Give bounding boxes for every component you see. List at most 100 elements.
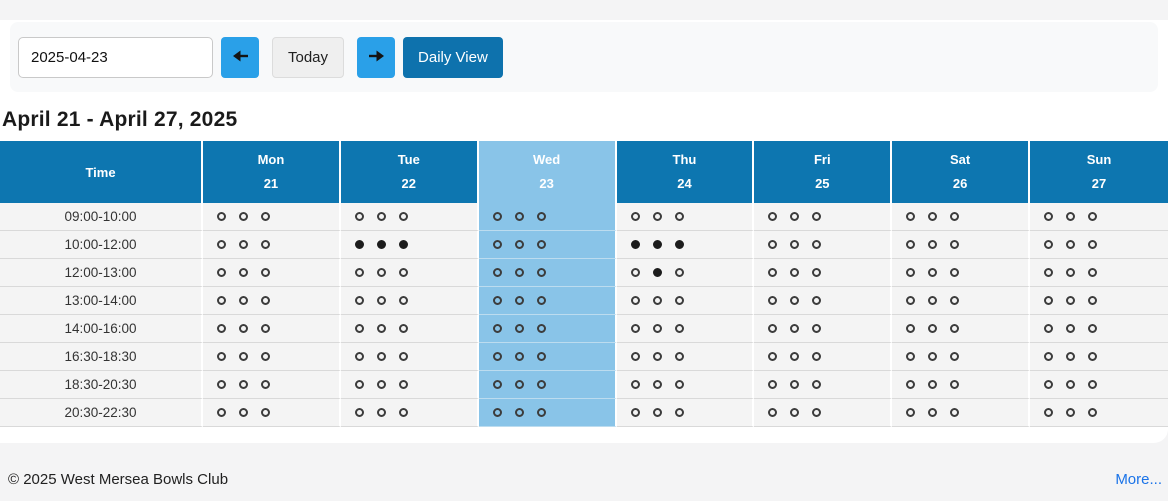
rink-slot-free[interactable] bbox=[354, 211, 364, 221]
rink-slot-free[interactable] bbox=[906, 211, 916, 221]
next-day-button[interactable] bbox=[357, 37, 396, 78]
rink-slot-free[interactable] bbox=[928, 323, 938, 333]
rink-slot-free[interactable] bbox=[354, 267, 364, 277]
rink-slot-free[interactable] bbox=[674, 211, 684, 221]
rink-slot-free[interactable] bbox=[630, 379, 640, 389]
rink-slot-free[interactable] bbox=[928, 379, 938, 389]
rink-slot-free[interactable] bbox=[674, 267, 684, 277]
rink-slot-free[interactable] bbox=[354, 295, 364, 305]
rink-slot-free[interactable] bbox=[261, 211, 270, 221]
rink-slot-free[interactable] bbox=[1088, 323, 1098, 333]
rink-slot-free[interactable] bbox=[790, 323, 800, 333]
rink-slot-free[interactable] bbox=[217, 211, 226, 221]
rink-slot-free[interactable] bbox=[492, 211, 502, 221]
rink-slot-free[interactable] bbox=[906, 407, 916, 417]
more-link[interactable]: More... bbox=[1115, 471, 1162, 488]
rink-slot-free[interactable] bbox=[674, 379, 684, 389]
rink-slot-free[interactable] bbox=[630, 295, 640, 305]
rink-slot-free[interactable] bbox=[261, 239, 270, 249]
rink-slot-free[interactable] bbox=[1044, 211, 1054, 221]
rink-slot-free[interactable] bbox=[536, 351, 546, 361]
rink-slot-free[interactable] bbox=[630, 323, 640, 333]
rink-slot-free[interactable] bbox=[536, 379, 546, 389]
rink-slot-free[interactable] bbox=[812, 379, 822, 389]
rink-slot-free[interactable] bbox=[376, 351, 386, 361]
rink-slot-free[interactable] bbox=[906, 323, 916, 333]
daily-view-button[interactable]: Daily View bbox=[403, 37, 503, 78]
rink-slot-free[interactable] bbox=[928, 239, 938, 249]
rink-slot-free[interactable] bbox=[492, 239, 502, 249]
rink-slot-free[interactable] bbox=[376, 323, 386, 333]
rink-slot-free[interactable] bbox=[536, 295, 546, 305]
rink-slot-free[interactable] bbox=[1044, 267, 1054, 277]
rink-slot-free[interactable] bbox=[354, 379, 364, 389]
rink-slot-free[interactable] bbox=[906, 351, 916, 361]
rink-slot-free[interactable] bbox=[398, 295, 408, 305]
rink-slot-free[interactable] bbox=[928, 211, 938, 221]
rink-slot-free[interactable] bbox=[1066, 379, 1076, 389]
rink-slot-free[interactable] bbox=[950, 323, 960, 333]
rink-slot-free[interactable] bbox=[790, 211, 800, 221]
rink-slot-free[interactable] bbox=[514, 295, 524, 305]
rink-slot-booked[interactable] bbox=[376, 239, 386, 249]
rink-slot-free[interactable] bbox=[536, 239, 546, 249]
rink-slot-free[interactable] bbox=[1088, 267, 1098, 277]
rink-slot-free[interactable] bbox=[674, 295, 684, 305]
rink-slot-free[interactable] bbox=[768, 295, 778, 305]
rink-slot-booked[interactable] bbox=[652, 267, 662, 277]
rink-slot-free[interactable] bbox=[950, 239, 960, 249]
rink-slot-free[interactable] bbox=[376, 295, 386, 305]
rink-slot-free[interactable] bbox=[652, 407, 662, 417]
rink-slot-free[interactable] bbox=[674, 407, 684, 417]
rink-slot-free[interactable] bbox=[674, 351, 684, 361]
rink-slot-free[interactable] bbox=[261, 351, 270, 361]
rink-slot-free[interactable] bbox=[398, 379, 408, 389]
rink-slot-free[interactable] bbox=[536, 267, 546, 277]
rink-slot-free[interactable] bbox=[630, 267, 640, 277]
rink-slot-free[interactable] bbox=[652, 323, 662, 333]
rink-slot-free[interactable] bbox=[514, 239, 524, 249]
rink-slot-free[interactable] bbox=[536, 323, 546, 333]
rink-slot-free[interactable] bbox=[217, 295, 226, 305]
rink-slot-free[interactable] bbox=[536, 407, 546, 417]
rink-slot-free[interactable] bbox=[217, 407, 226, 417]
rink-slot-free[interactable] bbox=[514, 379, 524, 389]
rink-slot-free[interactable] bbox=[1066, 239, 1076, 249]
rink-slot-booked[interactable] bbox=[398, 239, 408, 249]
rink-slot-free[interactable] bbox=[239, 267, 248, 277]
rink-slot-booked[interactable] bbox=[652, 239, 662, 249]
rink-slot-free[interactable] bbox=[514, 267, 524, 277]
rink-slot-free[interactable] bbox=[536, 211, 546, 221]
rink-slot-free[interactable] bbox=[398, 407, 408, 417]
rink-slot-free[interactable] bbox=[790, 267, 800, 277]
rink-slot-free[interactable] bbox=[1066, 267, 1076, 277]
rink-slot-free[interactable] bbox=[398, 323, 408, 333]
rink-slot-free[interactable] bbox=[1088, 239, 1098, 249]
rink-slot-free[interactable] bbox=[239, 295, 248, 305]
rink-slot-free[interactable] bbox=[217, 267, 226, 277]
rink-slot-free[interactable] bbox=[630, 211, 640, 221]
rink-slot-free[interactable] bbox=[354, 351, 364, 361]
rink-slot-free[interactable] bbox=[812, 351, 822, 361]
rink-slot-free[interactable] bbox=[768, 407, 778, 417]
rink-slot-free[interactable] bbox=[239, 211, 248, 221]
rink-slot-free[interactable] bbox=[906, 379, 916, 389]
rink-slot-free[interactable] bbox=[239, 351, 248, 361]
rink-slot-free[interactable] bbox=[514, 211, 524, 221]
rink-slot-free[interactable] bbox=[652, 211, 662, 221]
rink-slot-free[interactable] bbox=[950, 211, 960, 221]
rink-slot-free[interactable] bbox=[1066, 211, 1076, 221]
rink-slot-free[interactable] bbox=[812, 323, 822, 333]
rink-slot-free[interactable] bbox=[928, 407, 938, 417]
rink-slot-free[interactable] bbox=[1044, 295, 1054, 305]
rink-slot-free[interactable] bbox=[1066, 351, 1076, 361]
rink-slot-free[interactable] bbox=[217, 379, 226, 389]
rink-slot-free[interactable] bbox=[950, 379, 960, 389]
rink-slot-free[interactable] bbox=[398, 351, 408, 361]
rink-slot-free[interactable] bbox=[812, 407, 822, 417]
rink-slot-free[interactable] bbox=[492, 295, 502, 305]
rink-slot-free[interactable] bbox=[1088, 295, 1098, 305]
rink-slot-free[interactable] bbox=[1088, 407, 1098, 417]
rink-slot-free[interactable] bbox=[790, 351, 800, 361]
rink-slot-free[interactable] bbox=[790, 379, 800, 389]
